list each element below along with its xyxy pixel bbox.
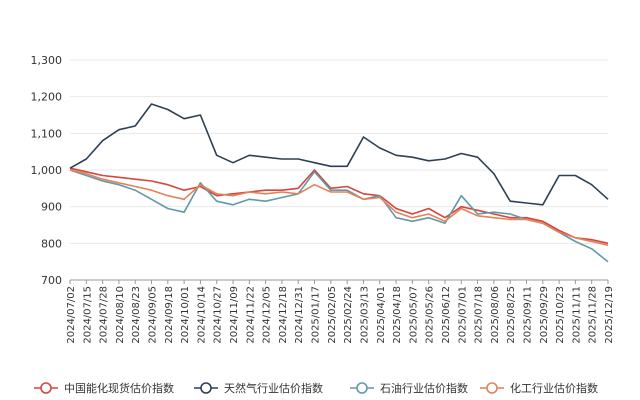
legend-marker-icon — [40, 382, 52, 394]
x-tick-label: 2024/12/31 — [294, 286, 305, 344]
x-tick-label: 2025/05/07 — [408, 286, 419, 344]
y-tick-label: 1,100 — [31, 127, 63, 140]
grid — [70, 59, 608, 281]
series-line-1 — [69, 167, 609, 245]
series-line-3 — [69, 169, 609, 263]
x-tick-label: 2025/04/01 — [376, 286, 387, 344]
legend-item-3[interactable]: 石油行业估价指数 — [350, 381, 468, 395]
x-tick-label: 2025/11/28 — [588, 286, 599, 344]
legend-label: 化工行业估价指数 — [510, 381, 598, 395]
x-tick-label: 2024/10/14 — [196, 286, 207, 344]
x-tick-label: 2025/03/13 — [359, 286, 370, 344]
legend-item-4[interactable]: 化工行业估价指数 — [480, 381, 598, 395]
x-tick-label: 2024/07/28 — [99, 286, 110, 344]
x-tick-label: 2024/08/10 — [115, 286, 126, 344]
x-tick-label: 2024/07/15 — [82, 286, 93, 344]
series-line-2 — [69, 103, 609, 206]
x-tick-label: 2025/06/12 — [441, 286, 452, 344]
y-tick-label: 1,300 — [31, 54, 63, 67]
y-tick-label: 1,200 — [31, 91, 63, 104]
x-tick-label: 2025/10/23 — [555, 286, 566, 344]
series-line-4 — [69, 169, 609, 246]
x-tick-label: 2025/08/25 — [506, 286, 517, 344]
x-tick-label: 2025/02/24 — [343, 286, 354, 344]
x-tick-label: 2024/10/01 — [180, 286, 191, 344]
x-tick-label: 2024/10/27 — [213, 286, 224, 344]
x-tick-label: 2024/09/18 — [164, 286, 175, 344]
y-tick-label: 800 — [41, 237, 62, 250]
y-axis: 700 800 900 1,000 1,100 1,200 1,300 — [31, 54, 63, 287]
legend-marker-icon — [200, 382, 212, 394]
legend-marker-icon — [356, 382, 368, 394]
x-tick-label: 2025/07/18 — [474, 286, 485, 344]
x-tick-label: 2024/12/18 — [278, 286, 289, 344]
x-tick-label: 2024/08/23 — [131, 286, 142, 344]
x-tick-label: 2024/11/09 — [229, 286, 240, 344]
x-tick-label: 2024/09/05 — [148, 286, 159, 344]
x-tick-label: 2025/01/17 — [311, 286, 322, 344]
x-tick-label: 2024/12/05 — [262, 286, 273, 344]
x-tick-label: 2025/08/06 — [490, 286, 501, 344]
legend-item-2[interactable]: 天然气行业估价指数 — [194, 381, 323, 395]
x-tick-label: 2025/11/11 — [571, 286, 582, 344]
legend-item-1[interactable]: 中国能化现货估价指数 — [34, 381, 174, 395]
y-tick-label: 900 — [41, 201, 62, 214]
series-lines — [69, 103, 609, 263]
x-tick-label: 2025/12/19 — [604, 286, 615, 344]
legend-label: 中国能化现货估价指数 — [64, 381, 174, 395]
x-tick-label: 2024/11/22 — [245, 286, 256, 344]
x-tick-label: 2025/02/05 — [327, 286, 338, 344]
y-tick-label: 1,000 — [31, 164, 63, 177]
legend: 中国能化现货估价指数 天然气行业估价指数 石油行业估价指数 化工行业估价指数 — [34, 381, 598, 395]
x-tick-label: 2024/07/02 — [66, 286, 77, 344]
x-axis: 2024/07/02 2024/07/15 2024/07/28 2024/08/10… — [66, 279, 615, 344]
x-tick-label: 2025/09/11 — [522, 286, 533, 344]
legend-label: 石油行业估价指数 — [380, 381, 468, 395]
y-tick-label: 700 — [41, 274, 62, 287]
x-tick-label: 2025/04/18 — [392, 286, 403, 344]
x-tick-label: 2025/05/26 — [425, 286, 436, 344]
legend-label: 天然气行业估价指数 — [224, 381, 323, 395]
x-tick-label: 2025/09/29 — [539, 286, 550, 344]
x-tick-label: 2025/07/01 — [457, 286, 468, 344]
legend-marker-icon — [486, 382, 498, 394]
